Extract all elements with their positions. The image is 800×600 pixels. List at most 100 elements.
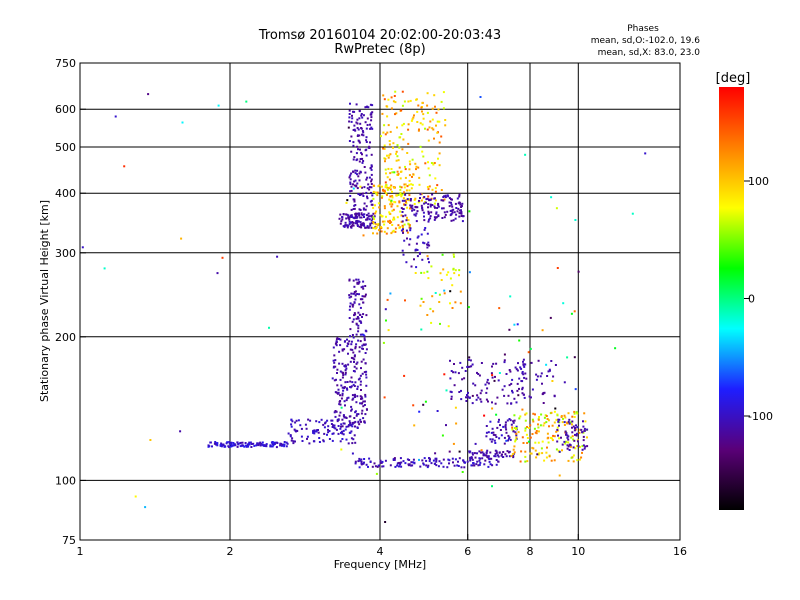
data-point — [572, 460, 575, 463]
data-point — [420, 204, 423, 207]
data-point — [307, 418, 310, 421]
data-point — [410, 183, 413, 186]
data-point — [359, 298, 362, 301]
data-point — [404, 193, 407, 196]
data-point — [370, 173, 373, 176]
data-point — [493, 455, 496, 458]
data-point — [406, 231, 409, 234]
data-point — [297, 419, 300, 422]
data-point — [418, 128, 420, 131]
data-point — [376, 194, 379, 197]
data-point — [540, 372, 543, 375]
data-point — [434, 190, 437, 193]
data-point — [450, 395, 453, 398]
data-point — [358, 225, 361, 228]
data-point — [341, 394, 344, 397]
data-point — [410, 187, 413, 190]
data-point — [358, 208, 361, 211]
data-point — [518, 417, 521, 420]
data-point — [541, 393, 544, 396]
data-point — [406, 237, 408, 240]
data-point — [377, 464, 380, 467]
data-point — [362, 343, 365, 346]
data-point — [352, 141, 355, 144]
data-point — [295, 429, 298, 432]
data-point — [180, 237, 183, 240]
data-point — [548, 369, 551, 372]
data-point — [347, 425, 350, 428]
data-point — [401, 148, 404, 151]
data-point — [573, 412, 576, 415]
data-point — [520, 367, 523, 370]
data-point — [396, 170, 399, 173]
data-point — [430, 211, 433, 214]
data-point — [371, 465, 374, 468]
data-point — [290, 425, 293, 428]
data-point — [318, 441, 321, 443]
data-point — [426, 246, 429, 249]
data-point — [443, 292, 446, 295]
data-point — [487, 382, 490, 385]
data-point — [342, 389, 345, 392]
data-point — [443, 289, 446, 292]
data-point — [419, 304, 422, 307]
data-point — [369, 200, 372, 203]
data-point — [370, 186, 373, 189]
data-point — [526, 460, 529, 463]
data-point — [411, 204, 414, 207]
data-point — [515, 434, 518, 437]
data-point — [339, 394, 341, 397]
data-point — [403, 374, 406, 377]
data-point — [526, 426, 528, 428]
data-point — [340, 431, 342, 434]
data-point — [365, 205, 368, 208]
data-point — [312, 431, 315, 434]
data-point — [372, 216, 375, 219]
data-point — [442, 199, 445, 202]
data-point — [558, 418, 561, 421]
data-point — [532, 420, 535, 423]
data-point — [359, 320, 362, 323]
data-point — [504, 453, 507, 456]
data-point — [381, 220, 384, 223]
data-point — [364, 208, 367, 211]
data-point — [513, 419, 516, 422]
data-point — [522, 373, 525, 376]
data-point — [357, 330, 360, 333]
data-point — [360, 216, 363, 219]
data-point — [362, 195, 365, 197]
data-point — [449, 390, 452, 393]
data-point — [335, 391, 338, 394]
data-point — [452, 219, 455, 222]
data-point — [396, 205, 399, 208]
data-point — [493, 439, 496, 442]
data-point — [579, 428, 582, 431]
data-point — [361, 344, 364, 347]
data-point — [504, 425, 507, 428]
data-point — [568, 422, 571, 425]
data-point — [349, 360, 352, 363]
data-point — [447, 458, 450, 461]
data-point — [179, 430, 182, 433]
data-point — [385, 105, 388, 108]
data-point — [428, 244, 431, 247]
data-point — [351, 303, 354, 306]
data-point — [509, 438, 512, 441]
data-point — [340, 406, 343, 409]
data-point — [408, 160, 411, 163]
data-point — [415, 98, 418, 101]
data-point — [553, 410, 556, 413]
data-point — [344, 369, 347, 372]
data-point — [427, 139, 430, 142]
data-point — [421, 101, 424, 104]
data-point — [332, 359, 335, 362]
data-point — [508, 437, 510, 440]
data-point — [236, 441, 239, 444]
data-point — [570, 456, 573, 459]
data-point — [339, 222, 342, 225]
data-point — [385, 184, 388, 187]
data-point — [461, 202, 464, 205]
data-point — [519, 366, 522, 369]
data-point — [464, 461, 466, 464]
data-point — [390, 107, 393, 110]
